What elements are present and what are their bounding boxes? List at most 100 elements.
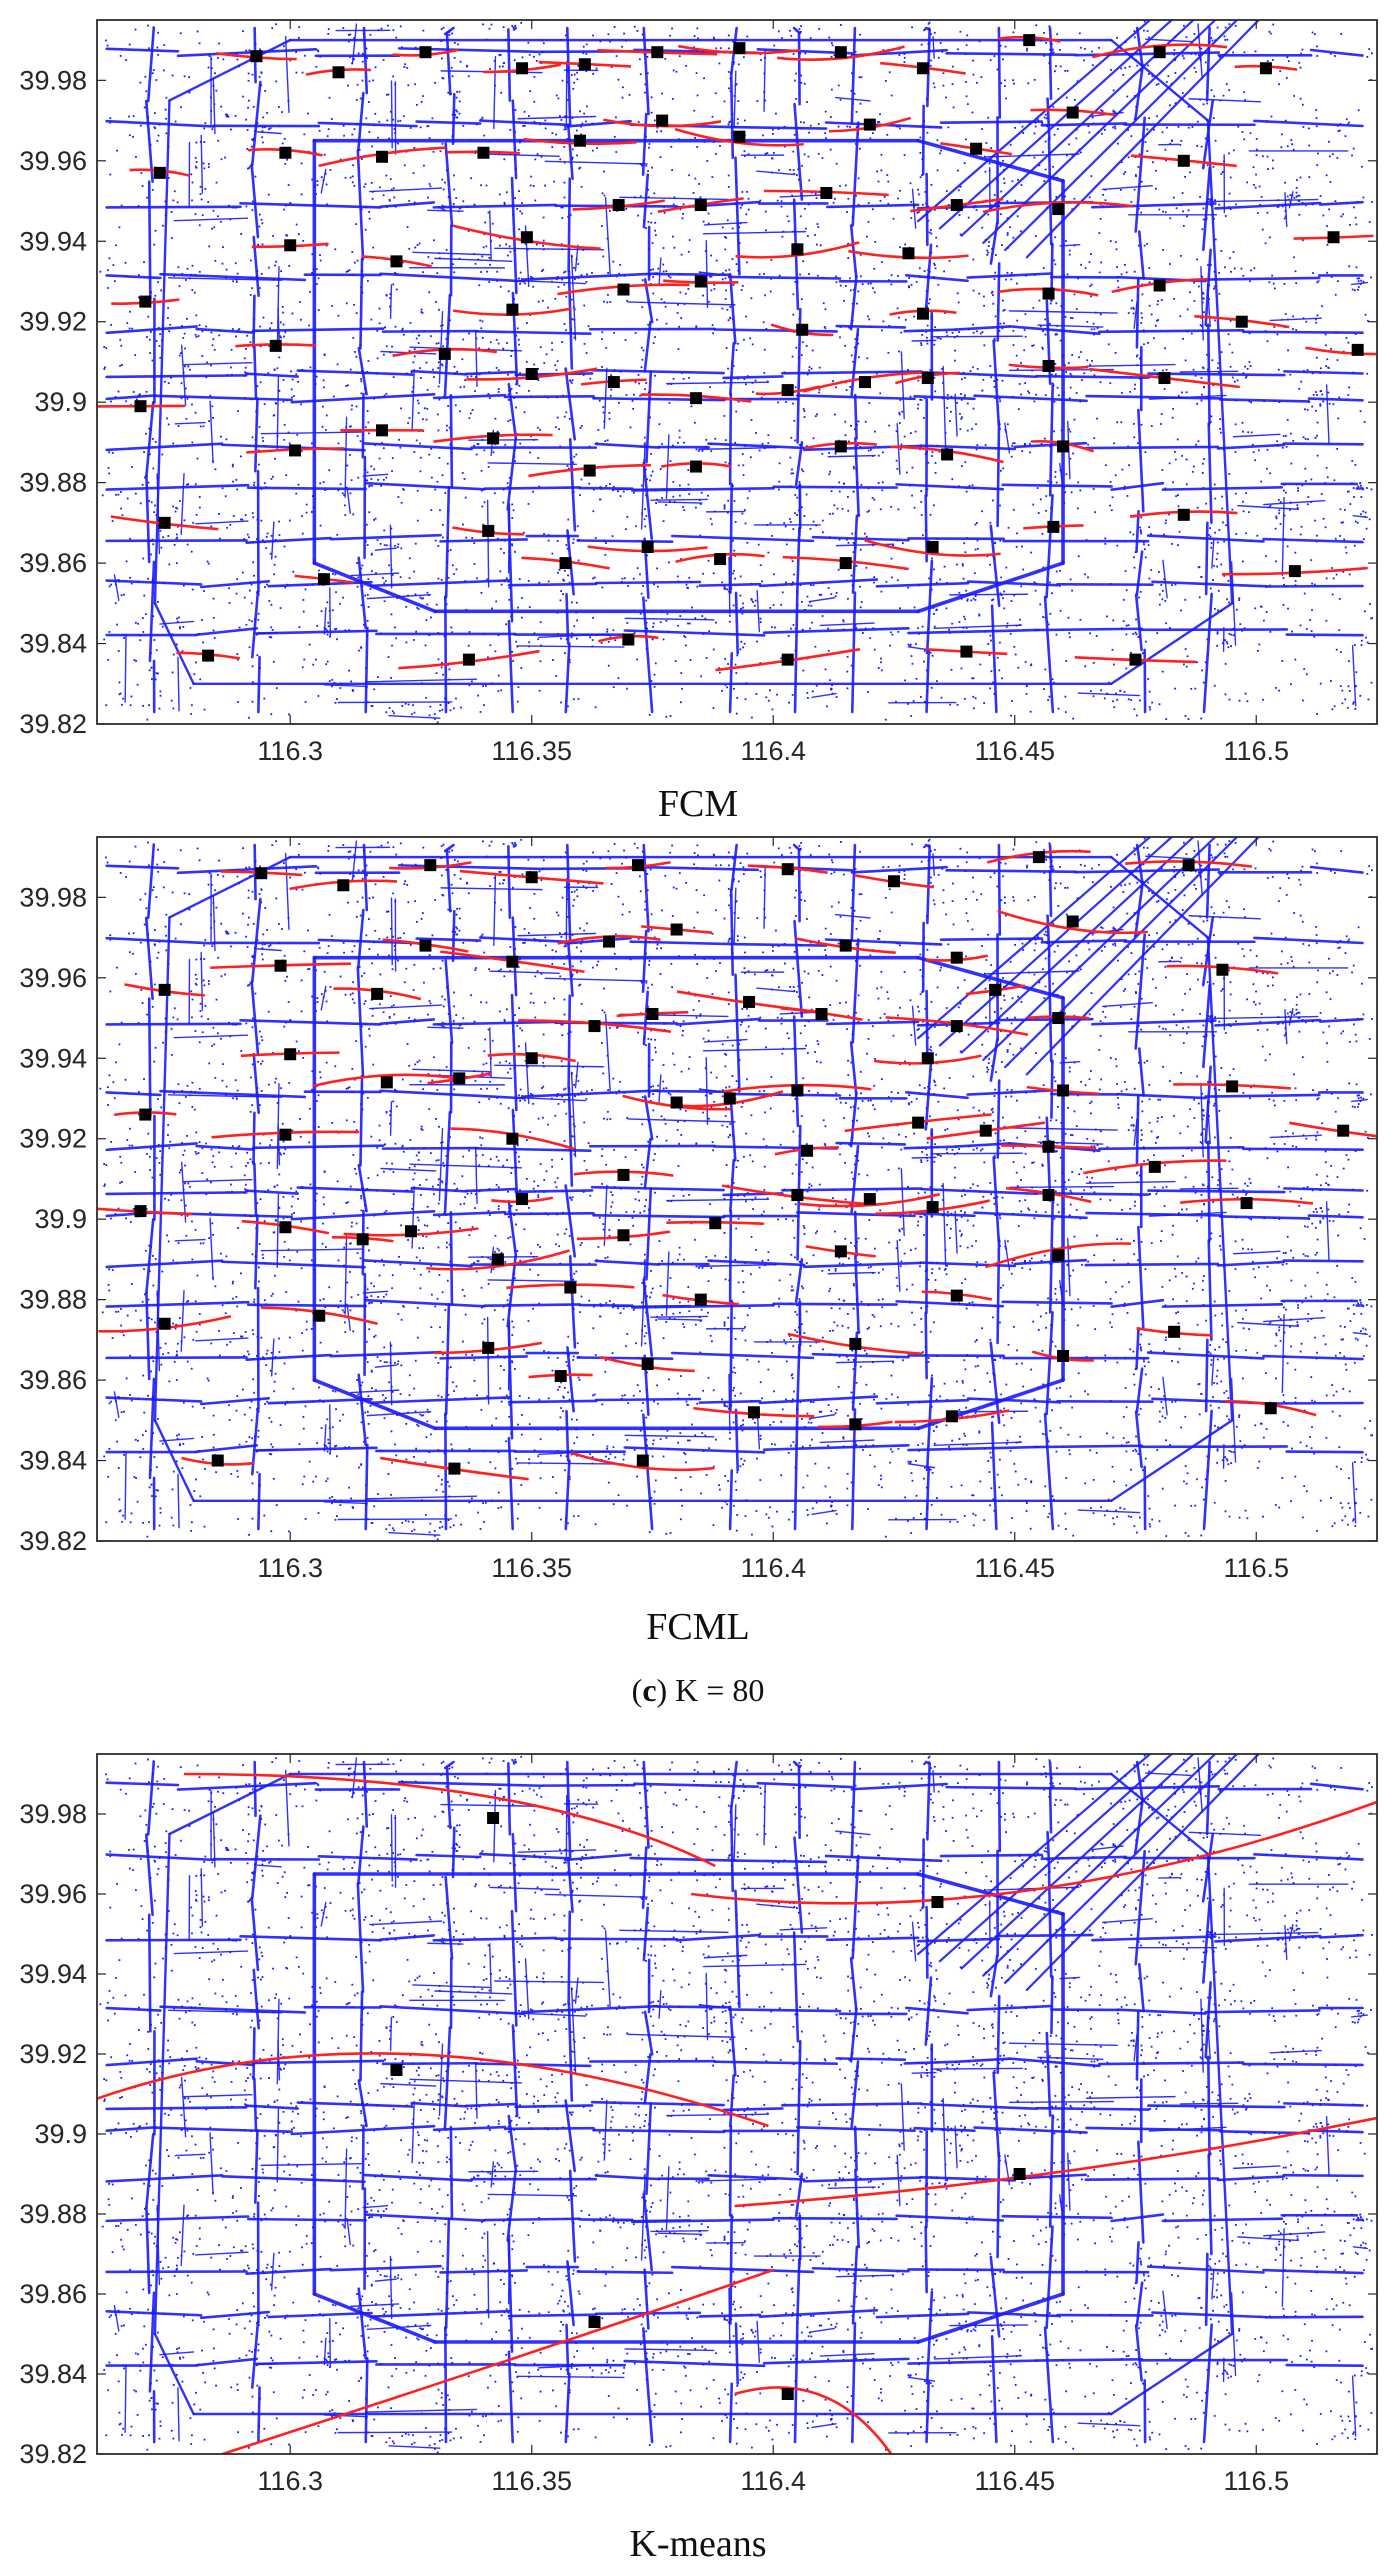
gps-point [660, 610, 663, 613]
gps-point [803, 121, 805, 124]
road-line [1045, 494, 1054, 599]
gps-point [1128, 464, 1130, 467]
gps-point [1308, 144, 1311, 147]
gps-point [445, 338, 448, 341]
gps-point [1326, 358, 1329, 361]
gps-point [711, 324, 714, 327]
gps-point [1302, 370, 1305, 372]
gps-point [539, 660, 542, 663]
gps-point [122, 634, 125, 637]
gps-point [919, 176, 922, 179]
gps-point [1034, 125, 1037, 128]
gps-point [802, 408, 805, 410]
gps-point [364, 392, 367, 395]
gps-point [425, 361, 428, 364]
gps-point [727, 663, 729, 665]
gps-point [687, 587, 689, 589]
gps-point [884, 79, 887, 82]
gps-point [921, 174, 923, 177]
gps-point [736, 697, 739, 699]
gps-point [194, 165, 197, 168]
gps-point [563, 128, 566, 131]
gps-point [540, 644, 542, 647]
gps-point [383, 394, 386, 397]
gps-point [383, 326, 386, 329]
gps-point [263, 541, 266, 544]
gps-point [563, 115, 566, 118]
gps-point [1143, 343, 1145, 346]
gps-point [484, 684, 487, 687]
gps-point [187, 365, 190, 368]
gps-point [355, 312, 358, 315]
gps-point [568, 66, 571, 69]
gps-point [580, 478, 583, 481]
gps-point [580, 185, 583, 188]
gps-point [1139, 540, 1142, 543]
gps-point [1317, 280, 1320, 283]
gps-point [1193, 281, 1196, 284]
road-line [966, 272, 1053, 279]
gps-point [799, 30, 802, 33]
gps-point [1148, 304, 1151, 307]
gps-point [796, 604, 799, 607]
gps-point [746, 541, 749, 544]
gps-point [816, 274, 819, 277]
gps-point [1075, 128, 1078, 131]
gps-point [160, 339, 163, 342]
road-line [990, 604, 998, 714]
gps-point [851, 72, 853, 75]
gps-point [1115, 692, 1117, 695]
gps-point [1017, 178, 1019, 181]
gps-point [762, 321, 765, 324]
gps-point [1063, 502, 1066, 505]
gps-point [278, 520, 280, 523]
gps-point [271, 475, 274, 478]
gps-point [186, 543, 189, 546]
gps-point [208, 55, 211, 57]
gps-point [1208, 424, 1210, 426]
gps-point [470, 177, 472, 180]
gps-point [638, 382, 641, 385]
gps-point [903, 435, 906, 438]
road-line [1034, 627, 1144, 632]
gps-point [800, 25, 802, 27]
gps-point [712, 141, 715, 143]
gps-point [742, 646, 745, 649]
gps-point [719, 47, 722, 50]
gps-point [374, 112, 377, 115]
gps-point [433, 239, 435, 242]
gps-point [689, 659, 692, 661]
gps-point [654, 662, 657, 665]
gps-point [709, 517, 712, 520]
road-line [996, 262, 1001, 342]
gps-point [288, 203, 291, 205]
gps-point [808, 273, 810, 275]
gps-point [169, 323, 172, 326]
gps-point [175, 643, 178, 646]
plot-content [97, 20, 1377, 724]
gps-point [436, 480, 439, 483]
gps-point [1160, 299, 1163, 301]
gps-point [911, 662, 914, 665]
gps-point [1290, 528, 1292, 531]
gps-point [254, 438, 257, 441]
road-line [827, 454, 876, 458]
road-line [826, 203, 920, 209]
gps-point [368, 217, 371, 220]
gps-point [806, 697, 809, 699]
gps-point [115, 493, 118, 496]
gps-point [212, 616, 215, 619]
road-line [1004, 422, 1011, 454]
gps-point [1120, 161, 1123, 164]
gps-point [573, 336, 576, 339]
gps-point [800, 354, 803, 357]
gps-point [1109, 382, 1112, 385]
road-line [996, 422, 1001, 528]
gps-point [803, 82, 806, 85]
road-line [1264, 584, 1364, 588]
gps-point [1148, 267, 1151, 269]
gps-point [576, 619, 578, 622]
gps-point [1352, 147, 1355, 150]
gps-point [877, 482, 880, 484]
gps-point [1134, 174, 1137, 176]
